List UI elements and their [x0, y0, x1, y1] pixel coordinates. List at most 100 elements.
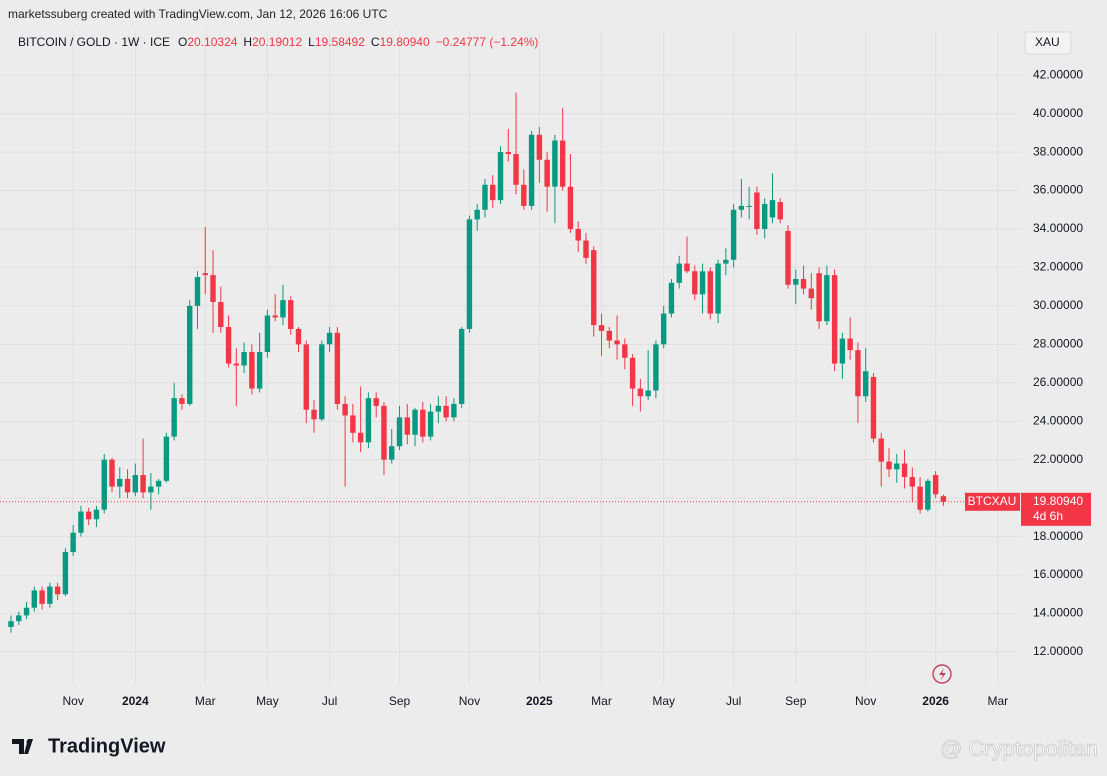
candle-body — [288, 300, 294, 329]
y-tick-label: 40.00000 — [1033, 106, 1083, 120]
y-tick-label: 26.00000 — [1033, 375, 1083, 389]
candle-body — [443, 405, 449, 418]
candle-body — [629, 357, 636, 389]
candle-body — [769, 200, 776, 218]
candle-body — [225, 327, 232, 364]
candle-body — [404, 417, 410, 435]
candle-body — [614, 340, 620, 345]
x-tick-label: Sep — [389, 694, 411, 708]
candle-body — [396, 417, 403, 447]
candle-body — [707, 271, 713, 314]
candle-body — [171, 398, 177, 437]
candle-body — [451, 403, 457, 418]
candle-body — [31, 590, 38, 608]
x-tick-label: Jul — [726, 694, 741, 708]
candle-body — [350, 415, 356, 433]
candle-body — [559, 140, 566, 187]
y-tick-label: 24.00000 — [1033, 413, 1083, 427]
candle-body — [458, 328, 465, 404]
x-tick-label: Sep — [785, 694, 807, 708]
candle-body — [723, 259, 729, 264]
candle-body — [117, 478, 123, 487]
candle-body — [202, 273, 208, 276]
attribution: marketssuberg created with TradingView.c… — [8, 7, 388, 21]
y-tick-label: 32.00000 — [1033, 260, 1083, 274]
plot — [8, 92, 947, 633]
symbol-tag — [965, 492, 1020, 511]
price-tag — [1021, 492, 1091, 526]
candle-body — [622, 344, 628, 358]
candle-body — [513, 154, 519, 185]
candle-body — [940, 496, 947, 502]
candle-body — [249, 352, 255, 389]
candle-body — [78, 511, 84, 533]
candle-body — [109, 459, 115, 487]
candle-body — [179, 398, 185, 404]
candle-body — [925, 480, 931, 510]
candle-body — [692, 271, 698, 295]
x-tick-label: Nov — [62, 694, 83, 708]
candle-body — [474, 209, 480, 220]
candle-body — [280, 300, 286, 318]
candle-body — [637, 388, 644, 397]
candle-body — [505, 152, 511, 155]
candle-body — [373, 398, 379, 406]
candle-body — [466, 219, 473, 329]
candle-body — [420, 409, 426, 437]
candle-body — [326, 332, 333, 345]
candle-body — [256, 352, 263, 389]
candle-body — [793, 278, 799, 285]
candle-body — [8, 621, 14, 627]
candle-body — [870, 377, 877, 439]
candle-body — [831, 275, 838, 364]
y-tick-label: 22.00000 — [1033, 452, 1083, 466]
candle-body — [583, 240, 589, 258]
candle-body — [497, 152, 504, 201]
candle-body — [163, 436, 170, 481]
candle-body — [855, 350, 861, 397]
ohlc-prefix: H — [243, 35, 252, 49]
change: −0.24777 (−1.24%) — [436, 35, 539, 49]
x-tick-label: 2026 — [922, 694, 949, 708]
candle-body — [699, 271, 706, 295]
ohlc-prefix: L — [308, 35, 315, 49]
candle-body — [528, 134, 535, 206]
candle-body — [86, 511, 92, 520]
y-tick-label: 14.00000 — [1033, 606, 1083, 620]
candle-body — [54, 586, 61, 595]
y-tick-label: 28.00000 — [1033, 337, 1083, 351]
candle-body — [124, 478, 131, 493]
candle-body — [715, 263, 721, 314]
x-tick-label: Mar — [987, 694, 1008, 708]
candle-body — [194, 277, 201, 306]
candle-body — [319, 344, 325, 420]
candle-body — [816, 273, 822, 322]
candle-body — [591, 250, 597, 326]
candle-body — [47, 586, 53, 604]
candle-body — [785, 230, 791, 285]
x-tick-label: Mar — [591, 694, 612, 708]
candle-body — [932, 475, 939, 495]
ohlc-value: 19.58492 — [315, 35, 365, 49]
candle-body — [272, 315, 278, 318]
candle-body — [16, 615, 22, 622]
ohlc-prefix: C — [371, 35, 380, 49]
candle-body — [39, 590, 45, 604]
candle-body — [311, 409, 317, 420]
candle-body — [777, 202, 783, 220]
ohlc-value: 20.19012 — [252, 35, 302, 49]
candle-body — [490, 184, 496, 201]
event-icon[interactable] — [932, 664, 952, 684]
currency-box[interactable] — [1024, 31, 1072, 55]
y-tick-label: 30.00000 — [1033, 298, 1083, 312]
candle-body — [606, 330, 612, 341]
candle-body — [412, 409, 418, 435]
candle-body — [536, 134, 543, 160]
currency: XAU — [1035, 35, 1060, 49]
candle-body — [917, 486, 923, 510]
candle-body — [357, 432, 364, 443]
ohlc-prefix: O — [178, 35, 187, 49]
candle-body — [730, 209, 737, 260]
